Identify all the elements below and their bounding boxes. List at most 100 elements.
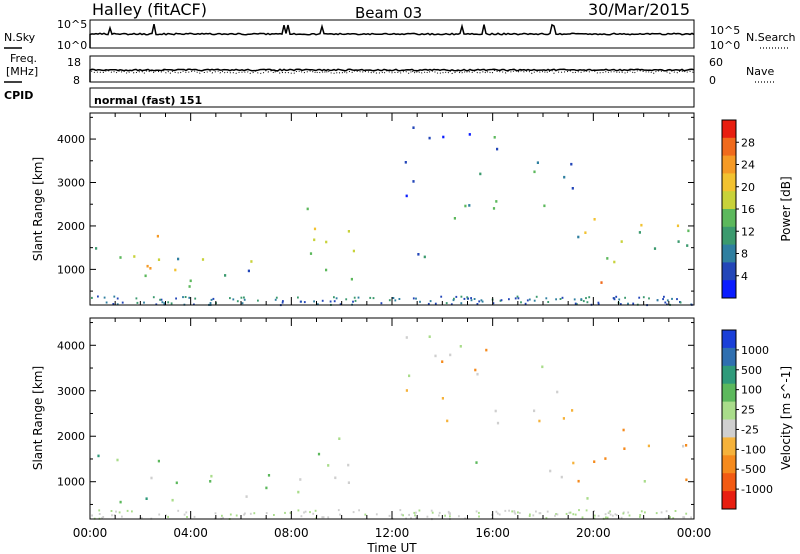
heatmap-cell [549, 469, 552, 473]
ground-scatter-cell [175, 297, 177, 300]
ground-scatter-cell [265, 512, 268, 515]
ground-scatter-cell [240, 296, 243, 299]
heatmap-cell [250, 260, 253, 263]
x-tick-label: 16:00 [475, 526, 510, 540]
freq-left-tick-lo: 8 [73, 74, 80, 87]
ground-scatter-cell [475, 510, 478, 513]
ground-scatter-cell [434, 302, 437, 305]
ground-scatter-cell [177, 509, 180, 512]
heatmap-cell [600, 281, 603, 284]
heatmap-cell [572, 461, 575, 465]
heatmap-cell [116, 458, 119, 462]
heatmap-cell [133, 255, 136, 258]
ground-scatter-cell [118, 511, 121, 514]
nave-label: Nave [746, 65, 774, 78]
heatmap-cell [493, 136, 496, 139]
ground-scatter-cell [183, 513, 186, 516]
ground-scatter-cell [444, 514, 446, 517]
ground-scatter-cell [419, 300, 421, 303]
ground-scatter-cell [410, 517, 412, 520]
heatmap-cell [485, 348, 488, 352]
heatmap-cell [434, 354, 437, 358]
velocity-panel-frame [89, 317, 695, 520]
ground-scatter-cell [182, 296, 184, 299]
ground-scatter-cell [619, 303, 622, 306]
heatmap-cell [613, 260, 616, 264]
ground-scatter-cell [431, 511, 434, 514]
power-colorbar-label: Power [dB] [779, 176, 793, 241]
ground-scatter-cell [618, 298, 621, 301]
nsearch-label: N.Search [746, 31, 796, 44]
colorbar-swatch [722, 330, 736, 349]
heatmap-cell [446, 419, 449, 423]
heatmap-cell [653, 247, 657, 250]
heatmap-cell [144, 274, 147, 278]
ground-scatter-cell [609, 510, 611, 513]
freq-trace [89, 68, 695, 82]
ground-scatter-cell [606, 516, 609, 519]
colorbar-tick-label: 16 [741, 203, 755, 216]
ground-scatter-cell [639, 514, 642, 516]
ground-scatter-cell [554, 514, 556, 517]
ground-scatter-cell [516, 295, 519, 298]
ground-scatter-cell [532, 514, 535, 517]
ground-scatter-cell [639, 515, 641, 518]
noise-right-tick-lo: 10^0 [710, 39, 740, 52]
ground-scatter-cell [449, 515, 451, 518]
ground-scatter-cell [614, 513, 617, 516]
ground-scatter-cell [576, 303, 578, 306]
ground-scatter-cell [588, 296, 591, 299]
power-colorbar: 28 24 20 16 12 8 4 [721, 119, 755, 299]
heatmap-cell [586, 497, 589, 500]
ground-scatter-cell [229, 513, 232, 516]
heatmap-cell [533, 170, 536, 174]
ground-scatter-cell [321, 299, 324, 302]
ground-scatter-cell [313, 300, 315, 303]
heatmap-cell [327, 464, 330, 467]
ground-scatter-cell [400, 513, 403, 516]
ground-scatter-cell [101, 516, 103, 519]
ground-scatter-cell [585, 509, 588, 512]
ground-scatter-cell [184, 296, 187, 298]
heatmap-cell [150, 476, 153, 480]
ground-scatter-cell [585, 297, 587, 300]
x-tick-label: 00:00 [73, 526, 108, 540]
ground-scatter-cell [402, 514, 404, 517]
colorbar-swatch [722, 347, 736, 367]
heatmap-cell [247, 269, 250, 273]
ground-scatter-cell [572, 513, 575, 516]
ground-scatter-cell [115, 510, 117, 513]
colorbar-tick-label: 100 [741, 384, 762, 397]
heatmap-cell [325, 240, 328, 244]
ground-scatter-cell [672, 517, 675, 520]
ground-scatter-cell [547, 301, 550, 303]
colorbar-tick-label: 1000 [741, 344, 769, 357]
ground-scatter-cell [314, 509, 317, 512]
heatmap-cell [459, 345, 462, 348]
ground-scatter-cell [535, 510, 537, 513]
ground-scatter-cell [135, 297, 138, 300]
x-tick-label: 20:00 [576, 526, 611, 540]
ground-scatter-cell [535, 295, 538, 298]
ground-scatter-cell [98, 513, 101, 515]
heatmap-cell [325, 268, 328, 272]
freq-strip-frame [89, 55, 695, 83]
ground-scatter-cell [473, 298, 476, 300]
ground-scatter-cell [495, 510, 498, 513]
ground-scatter-cell [538, 512, 541, 515]
ground-scatter-cell [163, 302, 166, 305]
ground-scatter-cell [339, 513, 341, 516]
ground-scatter-cell [440, 295, 443, 298]
ground-scatter-cell [478, 300, 481, 303]
ground-scatter-cell [243, 513, 245, 516]
power-panel: 1000 2000 3000 4000 Slant Range [km] [31, 112, 695, 307]
ground-scatter-cell [352, 300, 354, 303]
nsky-label: N.Sky [4, 31, 36, 44]
y-tick-label: 4000 [57, 339, 85, 352]
ground-scatter-cell [194, 297, 197, 300]
ground-scatter-cell [249, 512, 252, 515]
ground-scatter-cell [517, 511, 519, 514]
colorbar-swatch [722, 280, 736, 299]
station-title: Halley (fitACF) [92, 0, 207, 19]
heatmap-cell [408, 374, 411, 378]
